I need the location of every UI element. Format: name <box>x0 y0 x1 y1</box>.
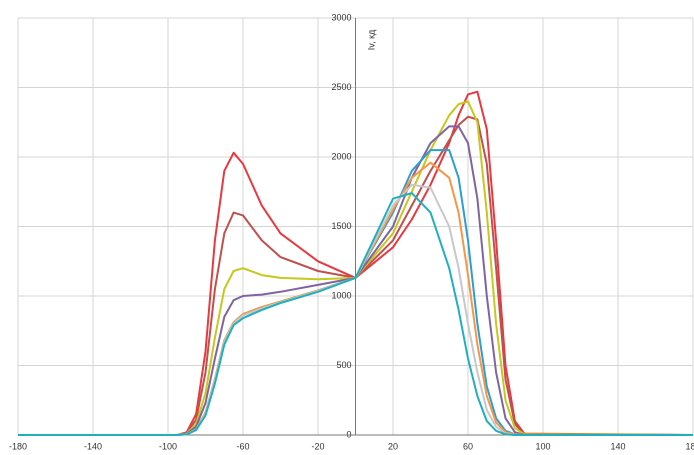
y-tick-label: 500 <box>336 360 351 370</box>
y-axis-label: Iv, кд <box>366 29 376 50</box>
series-line <box>18 192 693 436</box>
y-tick-label: 2500 <box>331 82 351 92</box>
x-tick-label: 100 <box>535 441 550 451</box>
x-tick-label: 140 <box>610 441 625 451</box>
series-line <box>18 125 693 436</box>
x-tick-label: -180 <box>9 441 27 451</box>
lines <box>18 90 694 436</box>
series-line <box>18 115 694 436</box>
y-tick-label: 1500 <box>331 221 351 231</box>
y-tick-label: 3000 <box>331 12 351 22</box>
x-tick-label: -60 <box>236 441 249 451</box>
x-tick-label: 60 <box>463 441 473 451</box>
x-tick-label: -140 <box>84 441 102 451</box>
x-tick-label: -20 <box>311 441 324 451</box>
x-tick-label: -100 <box>159 441 177 451</box>
y-tick-label: 2000 <box>331 151 351 161</box>
series-line <box>18 90 694 436</box>
x-tick-label: 20 <box>388 441 398 451</box>
y-tick-label: 1000 <box>331 290 351 300</box>
series-line <box>18 100 694 436</box>
y-tick-label: 0 <box>346 429 351 439</box>
x-tick-label: 180 <box>685 441 694 451</box>
